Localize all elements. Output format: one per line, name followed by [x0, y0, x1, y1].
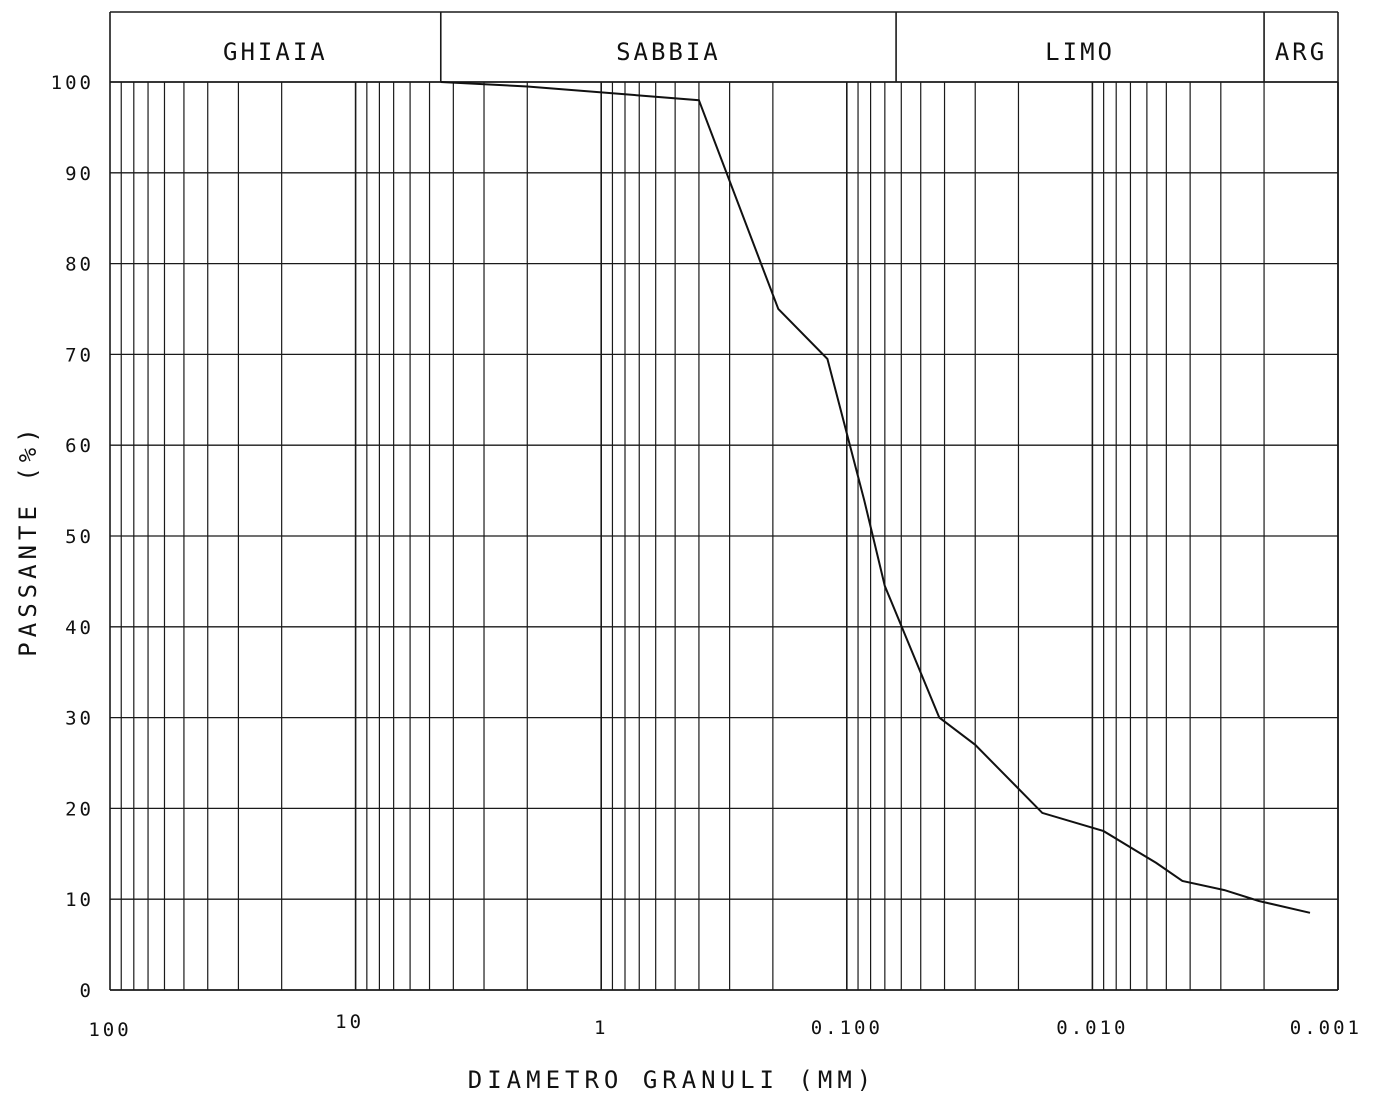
y-tick-label: 50 [65, 526, 94, 548]
y-tick-label: 20 [65, 798, 94, 820]
y-tick-label: 30 [65, 708, 94, 730]
band-label: GHIAIA [223, 38, 328, 66]
x-tick-labels: 100 10 1 0.100 0.010 0.001 [88, 1011, 1362, 1041]
y-tick-label: 0 [80, 980, 94, 1002]
band-label: ARG [1275, 38, 1327, 66]
x-tick-label: 0.100 [811, 1017, 883, 1039]
y-tick-label: 60 [65, 435, 94, 457]
band-label: SABBIA [616, 38, 721, 66]
series-line [440, 81, 1311, 914]
y-tick-label: 100 [51, 72, 94, 94]
x-axis-title: DIAMETRO GRANULI (MM) [468, 1066, 876, 1094]
x-tick-label: 0.001 [1290, 1017, 1362, 1039]
soil-class-bands: GHIAIA SABBIA LIMO ARG [110, 11, 1338, 82]
gridlines [109, 12, 1339, 991]
x-tick-label: 10 [335, 1011, 364, 1033]
x-tick-label: 100 [88, 1019, 131, 1041]
band-label: LIMO [1045, 38, 1115, 66]
series-layer [440, 81, 1311, 914]
y-tick-label: 90 [65, 163, 94, 185]
y-tick-label: 40 [65, 617, 94, 639]
y-tick-labels: 0 10 20 30 40 50 60 70 80 90 100 [51, 72, 94, 1002]
y-axis-title: PASSANTE (%) [14, 423, 42, 656]
x-tick-label: 1 [594, 1017, 608, 1039]
y-tick-label: 70 [65, 344, 94, 366]
y-tick-label: 80 [65, 254, 94, 276]
y-tick-label: 10 [65, 889, 94, 911]
x-tick-label: 0.010 [1056, 1017, 1128, 1039]
